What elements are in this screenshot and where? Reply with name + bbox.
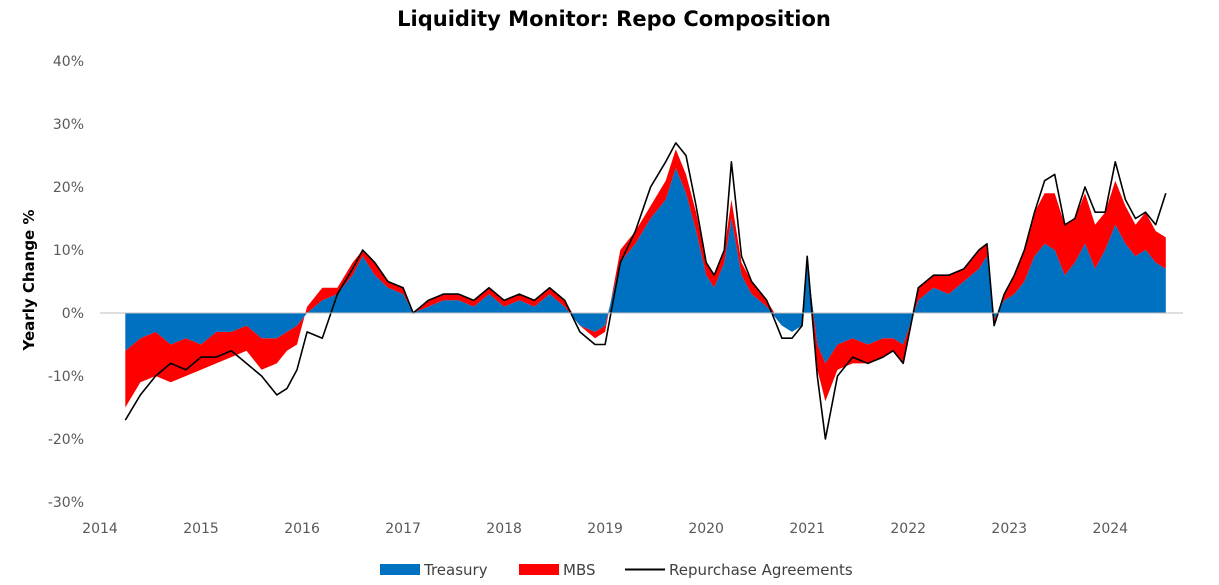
x-tick-label: 2023: [991, 521, 1027, 537]
y-tick-label: 10%: [53, 243, 84, 259]
legend-label-mbs: MBS: [563, 561, 596, 579]
legend-swatch-mbs: [519, 564, 559, 575]
chart-title: Liquidity Monitor: Repo Composition: [397, 7, 831, 31]
y-tick-label: 40%: [53, 54, 84, 70]
x-tick-label: 2024: [1092, 521, 1128, 537]
x-tick-label: 2017: [385, 521, 421, 537]
series-mbs-area: [125, 149, 1166, 408]
x-tick-label: 2020: [688, 521, 724, 537]
series-repo-line: [124, 142, 1167, 440]
x-tick-label: 2019: [587, 521, 623, 537]
legend-label-repo: Repurchase Agreements: [669, 561, 853, 579]
legend-swatch-treasury: [380, 564, 420, 575]
series-treasury-area: [125, 168, 1166, 364]
y-tick-label: 30%: [53, 117, 84, 133]
x-tick-label: 2014: [82, 521, 118, 537]
x-tick-label: 2015: [183, 521, 219, 537]
y-axis-title: Yearly Change %: [20, 210, 38, 352]
y-tick-label: 0%: [62, 306, 84, 322]
legend-label-treasury: Treasury: [423, 561, 488, 579]
plot-area: [124, 142, 1167, 440]
x-tick-label: 2022: [890, 521, 926, 537]
x-tick-label: 2016: [284, 521, 320, 537]
y-tick-label: -20%: [48, 432, 84, 448]
x-tick-label: 2018: [486, 521, 522, 537]
y-axis-ticks: 40% 30% 20% 10% 0% -10% -20% -30%: [48, 54, 84, 511]
y-tick-label: -30%: [48, 495, 84, 511]
y-tick-label: 20%: [53, 180, 84, 196]
y-tick-label: -10%: [48, 369, 84, 385]
x-axis-ticks: 2014 2015 2016 2017 2018 2019 2020 2021 2022 2023…: [82, 521, 1128, 537]
legend: Treasury MBS Repurchase Agreements: [380, 561, 853, 579]
x-tick-label: 2021: [789, 521, 825, 537]
